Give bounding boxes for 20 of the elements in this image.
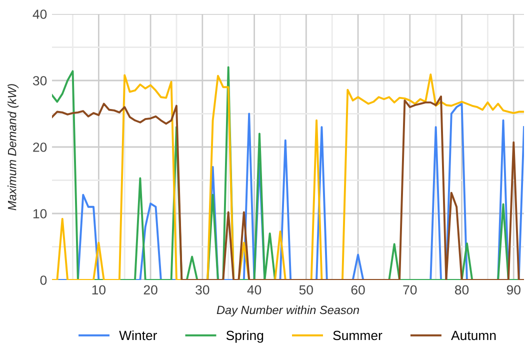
y-tick-label: 30 [32,76,47,86]
y-axis-title: Maximum Demand (kW) [8,84,19,210]
legend-label: Winter [119,330,157,340]
legend-label: Spring [226,330,264,343]
y-tick-label: 40 [32,10,47,19]
x-axis-title: Day Number within Season [216,305,359,316]
x-tick-label: 10 [92,285,106,295]
x-tick-label: 50 [299,285,313,295]
x-tick-label: 60 [351,285,365,295]
x-tick-label: 90 [506,285,520,295]
x-tick-label: 30 [196,285,210,295]
legend-label: Summer [333,330,382,340]
x-tick-label: 70 [403,285,417,295]
x-tick-label: 80 [454,285,469,295]
x-tick-label: 40 [247,285,262,295]
legend-label: Autumn [451,330,496,340]
y-tick-label: 10 [33,209,47,218]
x-tick-label: 20 [144,285,158,295]
y-tick-label: 20 [33,142,47,152]
y-tick-label: 0 [40,276,47,285]
